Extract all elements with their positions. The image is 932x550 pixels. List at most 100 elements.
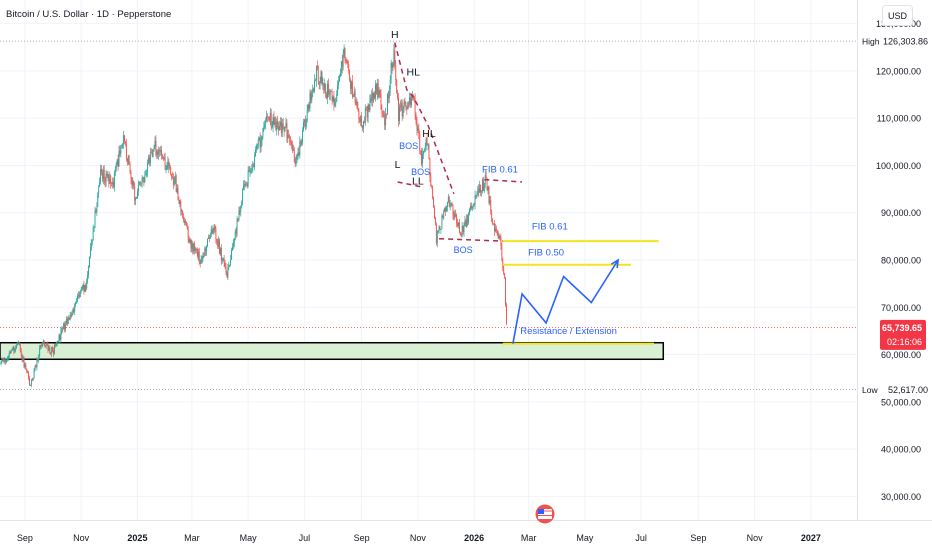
candle-body <box>326 94 328 99</box>
candle-body <box>213 226 215 231</box>
candle-body <box>112 182 113 184</box>
candle-body <box>42 340 44 345</box>
candle-body <box>60 330 62 340</box>
time-tick-label: Sep <box>354 533 370 543</box>
candle-body <box>128 155 130 165</box>
currency-button-label[interactable]: USD <box>888 11 908 21</box>
candle-body <box>116 159 118 164</box>
candle-body <box>467 215 469 223</box>
candle-body <box>317 65 319 82</box>
demand-zone-rect[interactable] <box>0 341 665 361</box>
structure-dashed-line[interactable] <box>394 42 455 195</box>
time-axis[interactable]: Sep Nov 2025 Mar May Jul Sep Nov 2026 Mar May Jul Se… <box>17 533 821 543</box>
candle-body <box>497 231 499 239</box>
logo-badge[interactable] <box>535 504 555 524</box>
price-tick-label: 100,000.00 <box>876 161 921 171</box>
candle-body <box>104 181 106 183</box>
candle-body <box>273 117 275 125</box>
candle-body <box>46 343 48 345</box>
candle-body <box>350 79 351 89</box>
candle-body <box>75 301 77 305</box>
candle-body <box>157 152 159 155</box>
candle-body <box>363 121 365 124</box>
candle-body <box>331 91 333 101</box>
candle-body <box>285 122 287 127</box>
projection-label: Resistance / Extension <box>520 326 617 337</box>
candle-body <box>250 170 252 172</box>
candle-body <box>47 344 49 351</box>
candle-body <box>438 226 440 231</box>
candle-body <box>78 294 80 298</box>
candle-body <box>39 347 41 357</box>
candle-body <box>313 88 315 92</box>
candle-body <box>320 71 322 83</box>
candle-body <box>155 140 157 155</box>
structure-dashed-line[interactable] <box>439 237 503 242</box>
drawing-layer[interactable] <box>394 42 659 345</box>
candle-body <box>482 179 484 191</box>
candle-body <box>175 176 177 193</box>
candle-body <box>494 223 495 232</box>
candle-body <box>368 105 370 111</box>
candle-body <box>382 112 384 115</box>
candle-body <box>158 149 160 155</box>
swing-label: LL <box>412 175 424 187</box>
candle-body <box>5 359 6 363</box>
candle-body <box>86 279 88 289</box>
candle-body <box>462 226 464 233</box>
structure-dashed-line[interactable] <box>397 181 421 188</box>
candle-body <box>329 91 331 95</box>
candle-body <box>202 255 204 259</box>
candle-body <box>361 115 363 126</box>
candle-body <box>235 231 237 234</box>
candle-body <box>65 319 67 324</box>
candle-body <box>101 169 102 173</box>
candle-body <box>109 175 111 184</box>
candle-body <box>44 346 46 348</box>
structure-dashed-line[interactable] <box>484 178 523 183</box>
candle-body <box>286 122 288 139</box>
candle-body <box>55 343 57 345</box>
candle-body <box>387 94 389 98</box>
swing-label: HL <box>407 67 421 79</box>
candle-body <box>292 149 294 151</box>
candle-body <box>256 145 258 147</box>
time-tick-label: Sep <box>17 533 33 543</box>
candle-body <box>433 198 435 208</box>
candle-body <box>314 80 316 92</box>
candle-body <box>148 157 150 164</box>
candle-body <box>122 143 124 148</box>
candle-body <box>381 109 383 113</box>
candle-body <box>294 161 296 164</box>
currency-button[interactable]: USD <box>882 5 913 26</box>
candle-body <box>6 358 8 360</box>
projection-path[interactable] <box>512 259 619 344</box>
candle-body <box>369 98 371 111</box>
candle-body <box>224 262 226 268</box>
candle-body <box>237 219 239 221</box>
candle-body <box>140 182 142 184</box>
swing-label: L <box>395 159 401 171</box>
candle-body <box>83 284 85 292</box>
candle-body <box>337 84 339 95</box>
candle-body <box>131 179 133 186</box>
candle-body <box>503 267 505 274</box>
candle-body <box>505 277 506 306</box>
candle-body <box>103 170 105 182</box>
candle-body <box>233 239 235 243</box>
candle-body <box>434 207 435 219</box>
candle-body <box>41 345 42 346</box>
candle-body <box>168 161 170 168</box>
candle-body <box>466 215 468 227</box>
candle-body <box>124 135 125 142</box>
candle-body <box>456 215 458 224</box>
candle-body <box>67 318 69 324</box>
candle-body <box>132 181 134 186</box>
candle-body <box>293 149 295 162</box>
currency-button-frame[interactable] <box>882 5 913 26</box>
candle-body <box>437 230 439 234</box>
candle-body <box>1 360 3 363</box>
candle-body <box>342 54 344 67</box>
candle-body <box>249 170 251 172</box>
